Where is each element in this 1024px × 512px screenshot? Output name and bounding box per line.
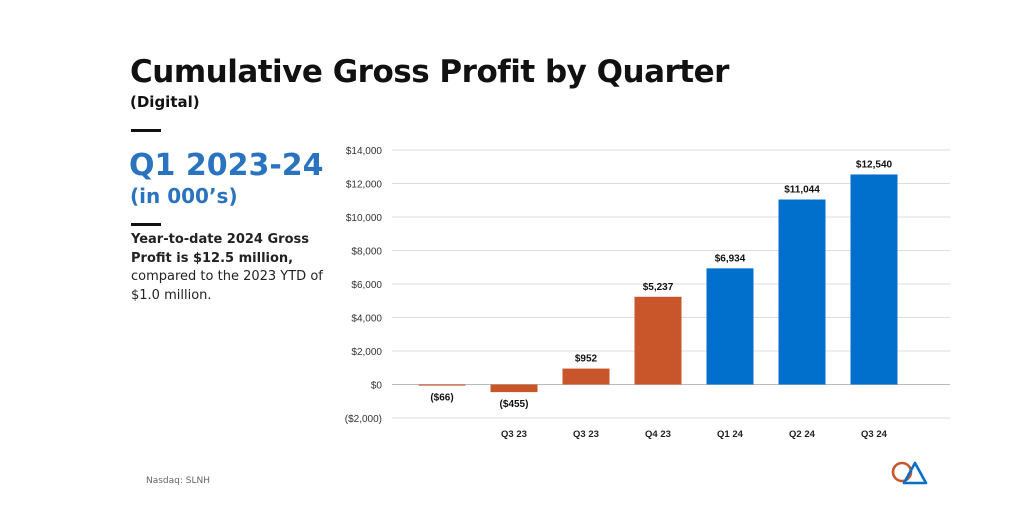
company-logo-icon	[891, 461, 928, 485]
bar	[634, 296, 682, 385]
y-tick-label: $2,000	[351, 347, 382, 358]
bar	[562, 368, 610, 385]
ticker-text: Nasdaq: SLNH	[146, 476, 210, 486]
chart-title: Cumulative Gross Profit by Quarter	[130, 54, 729, 90]
x-tick-label: Q3 23	[501, 429, 527, 440]
data-label: ($66)	[430, 393, 453, 404]
chart-subtitle: (Digital)	[130, 93, 200, 111]
bar	[418, 384, 466, 386]
y-tick-label: $4,000	[351, 314, 382, 325]
data-label: $952	[575, 354, 598, 365]
y-tick-label: $12,000	[346, 180, 383, 191]
bar	[850, 174, 898, 385]
summary-normal: compared to the 2023 YTD of $1.0 million…	[131, 269, 323, 303]
y-tick-label: $0	[371, 381, 383, 392]
x-tick-label: Q4 23	[645, 429, 671, 440]
x-tick-label: Q3 24	[861, 429, 888, 440]
bar	[706, 268, 754, 385]
y-tick-label: ($2,000)	[345, 414, 382, 425]
data-label: $11,044	[784, 185, 820, 196]
y-tick-label: $8,000	[351, 247, 382, 258]
data-label: $12,540	[856, 159, 893, 170]
divider	[131, 223, 161, 226]
summary-text: Year-to-date 2024 Gross Profit is $12.5 …	[131, 231, 331, 305]
data-label: ($455)	[500, 399, 529, 410]
data-label: $6,934	[715, 253, 746, 264]
period-heading: Q1 2023-24	[129, 148, 324, 183]
bar	[490, 384, 538, 393]
data-label: $5,237	[643, 282, 674, 293]
summary-bold: Year-to-date 2024 Gross Profit is $12.5 …	[131, 232, 309, 266]
y-tick-label: $6,000	[351, 280, 382, 291]
units-heading: (in 000’s)	[130, 184, 238, 208]
divider	[131, 129, 161, 132]
x-tick-label: Q1 24	[717, 429, 744, 440]
y-tick-label: $14,000	[346, 146, 383, 157]
y-tick-label: $10,000	[346, 213, 383, 224]
bar	[778, 199, 826, 385]
x-tick-label: Q3 23	[573, 429, 599, 440]
x-tick-label: Q2 24	[789, 429, 816, 440]
